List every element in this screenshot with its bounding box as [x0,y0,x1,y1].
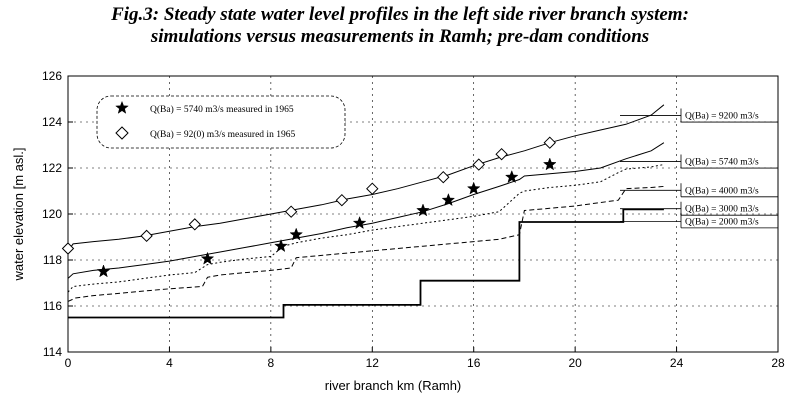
line-label: Q(Ba) = 4000 m3/s [685,185,759,196]
x-tick-label: 4 [166,356,173,370]
axes: 0 4 8 12 16 20 24 28 114 116 118 120 122 124 126 [42,69,785,370]
x-axis-label: river branch km (Ramh) [325,378,462,393]
series-line [67,185,664,302]
diamond-marker [437,170,450,184]
chart-title: Fig.3: Steady state water level profiles… [111,4,689,25]
legend-label-stars: Q(Ba) = 5740 m3/s measured in 1965 [150,104,294,115]
diamond-marker [61,242,75,255]
chart-subtitle: simulations versus measurements in Ramh;… [150,26,650,47]
series-line [68,208,664,319]
star-marker [441,192,456,207]
diamond-marker [472,158,485,171]
star-marker [115,100,129,114]
y-tick-label: 124 [42,115,62,129]
series-line [67,164,664,293]
diamond-marker [188,218,201,231]
x-tick-label: 0 [65,356,72,370]
chart-title-block: Fig.3: Steady state water level profiles… [60,4,740,48]
data-markers [61,136,557,278]
line-label: Q(Ba) = 9200 m3/s [685,111,759,122]
star-marker [96,264,111,278]
star-marker [416,203,430,217]
star-marker [274,238,288,253]
star-marker [352,215,367,230]
star-marker [466,181,481,195]
line-label: Q(Ba) = 3000 m3/s [685,204,759,215]
diamond-marker [335,193,349,207]
legend-box [96,95,346,149]
diamond-marker [366,182,379,195]
series-line [67,142,665,279]
line-label: Q(Ba) = 5740 m3/s [685,157,759,168]
y-tick-label: 122 [42,161,62,175]
y-tick-label: 114 [43,345,62,359]
x-tick-label: 16 [467,356,481,370]
line-labels: Q(Ba) = 9200 m3/s Q(Ba) = 5740 m3/s Q(Ba) … [620,108,778,229]
star-marker [504,170,519,184]
x-tick-label: 28 [771,356,785,370]
x-tick-label: 24 [670,356,684,370]
diamond-marker [140,229,153,243]
star-marker [542,157,557,171]
diamond-marker [115,126,129,140]
legend-label-diamonds: Q(Ba) = 92(0) m3/s measured in 1965 [150,129,295,140]
star-marker [200,251,215,265]
y-tick-label: 126 [42,69,62,83]
diamond-marker [543,136,556,149]
x-tick-label: 8 [268,356,275,370]
star-marker [289,227,304,241]
y-tick-label: 120 [42,207,62,221]
diamond-marker [284,205,298,218]
grid [68,76,778,352]
x-tick-label: 12 [366,356,380,370]
y-tick-label: 118 [43,253,62,267]
line-label: Q(Ba) = 2000 m3/s [685,216,759,227]
y-tick-label: 116 [43,299,62,313]
y-axis-label: water elevation [m asl.] [11,148,26,282]
legend: Q(Ba) = 5740 m3/s measured in 1965 Q(Ba) … [96,95,346,149]
diamond-marker [495,147,508,161]
x-tick-label: 20 [568,356,582,370]
